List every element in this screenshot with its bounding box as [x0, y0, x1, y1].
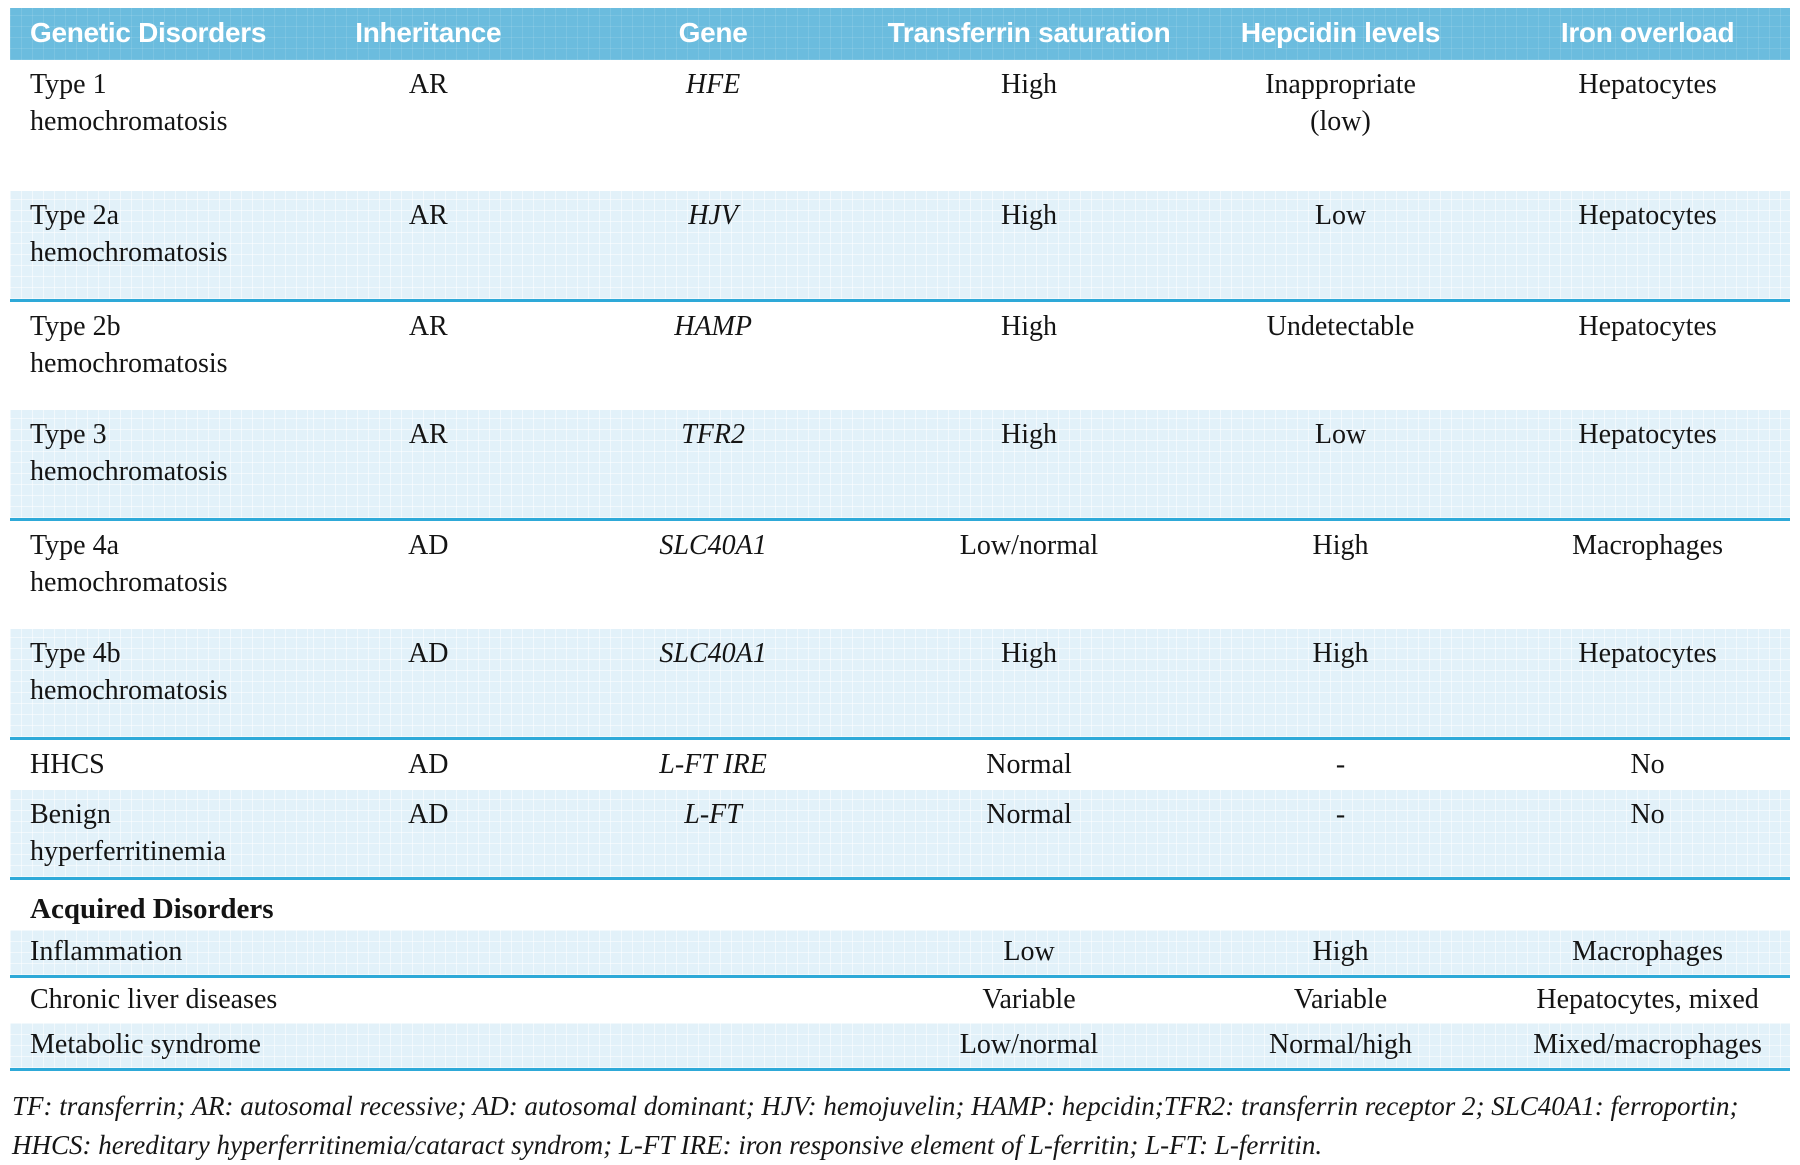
- table-container: Genetic Disorders Inheritance Gene Trans…: [10, 8, 1790, 1165]
- column-header-inheritance: Inheritance: [313, 8, 544, 60]
- cell-disorder: Type 2b hemochromatosis: [10, 300, 313, 410]
- cell-disorder: Chronic liver diseases: [10, 976, 313, 1024]
- cell-iron-overload: Hepatocytes: [1505, 300, 1790, 410]
- cell-disorder: Type 1 hemochromatosis: [10, 60, 313, 191]
- cell-disorder: Type 4b hemochromatosis: [10, 629, 313, 740]
- table-row: HHCS AD L-FT IRE Normal - No: [10, 738, 1790, 790]
- cell-transferrin: Low/normal: [882, 519, 1176, 629]
- cell-inheritance: AR: [312, 410, 544, 521]
- table-row: Type 2a hemochromatosis AR HJV High Low …: [10, 191, 1790, 302]
- table-row: Type 2b hemochromatosis AR HAMP High Und…: [10, 300, 1790, 410]
- cell-transferrin: High: [882, 410, 1176, 521]
- cell-disorder: Type 3 hemochromatosis: [10, 410, 313, 521]
- column-header-transferrin-saturation: Transferrin saturation: [882, 8, 1176, 60]
- cell-inheritance: AD: [312, 629, 544, 740]
- cell-transferrin: Variable: [882, 976, 1176, 1024]
- cell-hepcidin: -: [1175, 789, 1506, 880]
- cell-gene: [543, 1023, 883, 1071]
- cell-hepcidin: Inappropriate (low): [1175, 60, 1506, 191]
- table-row: Type 3 hemochromatosis AR TFR2 High Low …: [10, 410, 1790, 521]
- cell-gene: SLC40A1: [543, 519, 883, 629]
- cell-gene: HFE: [543, 60, 883, 191]
- table-row: Type 4a hemochromatosis AD SLC40A1 Low/n…: [10, 519, 1790, 629]
- cell-transferrin: Low/normal: [882, 1023, 1176, 1071]
- table-row: Benign hyperferritinemia AD L-FT Normal …: [10, 789, 1790, 880]
- cell-transferrin: Normal: [882, 789, 1176, 880]
- column-header-iron-overload: Iron overload: [1505, 8, 1790, 60]
- cell-disorder: Benign hyperferritinemia: [10, 789, 313, 880]
- cell-transferrin: High: [882, 191, 1176, 302]
- cell-iron-overload: Hepatocytes: [1505, 410, 1790, 521]
- cell-iron-overload: No: [1505, 738, 1790, 790]
- cell-disorder: Type 2a hemochromatosis: [10, 191, 313, 302]
- cell-hepcidin: High: [1175, 519, 1506, 629]
- cell-inheritance: AR: [312, 300, 544, 410]
- cell-iron-overload: Hepatocytes: [1505, 629, 1790, 740]
- column-header-genetic-disorders: Genetic Disorders: [10, 8, 313, 60]
- abbreviations-footnote: TF: transferrin; AR: autosomal recessive…: [12, 1090, 1739, 1161]
- cell-gene: SLC40A1: [543, 629, 883, 740]
- cell-hepcidin: Undetectable: [1175, 300, 1506, 410]
- cell-inheritance: AR: [312, 191, 544, 302]
- cell-iron-overload: Macrophages: [1505, 930, 1790, 979]
- cell-gene: HJV: [543, 191, 883, 302]
- table-row: Chronic liver diseases Variable Variable…: [10, 976, 1790, 1024]
- disorders-table: Genetic Disorders Inheritance Gene Trans…: [10, 8, 1790, 1071]
- cell-iron-overload: Hepatocytes: [1505, 60, 1790, 191]
- cell-iron-overload: Macrophages: [1505, 519, 1790, 629]
- cell-transferrin: High: [882, 629, 1176, 740]
- cell-hepcidin: Normal/high: [1175, 1023, 1506, 1071]
- cell-gene: L-FT IRE: [543, 738, 883, 790]
- cell-inheritance: AD: [312, 789, 544, 880]
- cell-disorder: Type 4a hemochromatosis: [10, 519, 313, 629]
- cell-disorder: Inflammation: [10, 930, 313, 979]
- cell-hepcidin: -: [1175, 738, 1506, 790]
- cell-transferrin: High: [882, 60, 1176, 191]
- cell-gene: HAMP: [543, 300, 883, 410]
- column-header-gene: Gene: [544, 8, 882, 60]
- cell-gene: L-FT: [543, 789, 883, 880]
- cell-transferrin: Normal: [882, 738, 1176, 790]
- section-header-label: Acquired Disorders: [10, 878, 1790, 931]
- cell-disorder: HHCS: [10, 738, 313, 790]
- cell-gene: [543, 930, 883, 979]
- cell-gene: TFR2: [543, 410, 883, 521]
- cell-iron-overload: Mixed/macrophages: [1505, 1023, 1790, 1071]
- table-header-row: Genetic Disorders Inheritance Gene Trans…: [10, 8, 1790, 60]
- cell-disorder: Metabolic syndrome: [10, 1023, 313, 1071]
- cell-gene: [543, 976, 883, 1024]
- cell-inheritance: AR: [312, 60, 544, 191]
- cell-hepcidin: High: [1175, 629, 1506, 740]
- column-header-hepcidin-levels: Hepcidin levels: [1176, 8, 1505, 60]
- cell-hepcidin: High: [1175, 930, 1506, 979]
- cell-iron-overload: Hepatocytes: [1505, 191, 1790, 302]
- cell-inheritance: AD: [312, 738, 544, 790]
- cell-transferrin: Low: [882, 930, 1176, 979]
- cell-inheritance: [312, 1023, 544, 1071]
- section-header-row: Acquired Disorders: [10, 878, 1790, 931]
- table-row: Type 4b hemochromatosis AD SLC40A1 High …: [10, 629, 1790, 740]
- cell-hepcidin: Variable: [1175, 976, 1506, 1024]
- cell-hepcidin: Low: [1175, 410, 1506, 521]
- cell-iron-overload: Hepatocytes, mixed: [1505, 976, 1790, 1024]
- cell-hepcidin: Low: [1175, 191, 1506, 302]
- table-row: Metabolic syndrome Low/normal Normal/hig…: [10, 1023, 1790, 1071]
- cell-iron-overload: No: [1505, 789, 1790, 880]
- table-row: Type 1 hemochromatosis AR HFE High Inapp…: [10, 60, 1790, 191]
- cell-inheritance: [312, 930, 544, 979]
- cell-inheritance: [312, 976, 544, 1024]
- cell-inheritance: AD: [312, 519, 544, 629]
- table-row: Inflammation Low High Macrophages: [10, 930, 1790, 979]
- cell-transferrin: High: [882, 300, 1176, 410]
